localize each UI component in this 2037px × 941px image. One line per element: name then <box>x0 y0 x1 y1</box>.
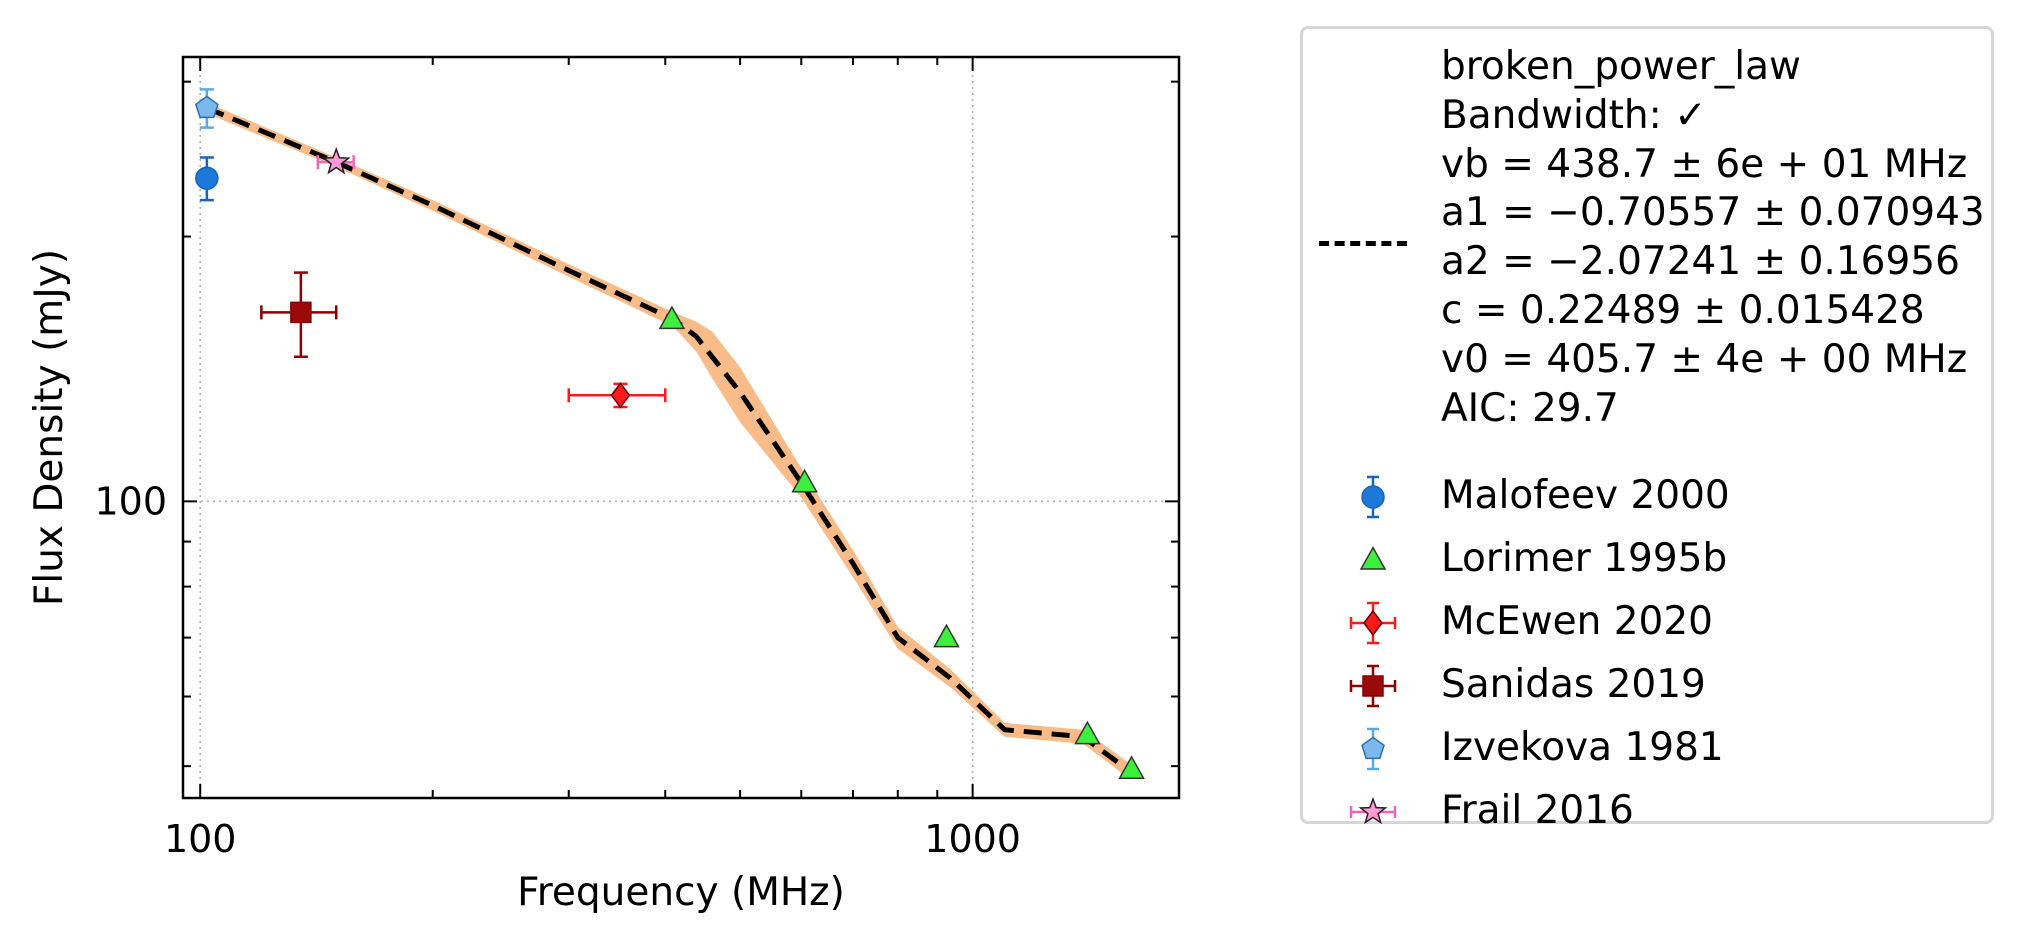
legend-item: Sanidas 2019 <box>1303 656 1993 716</box>
legend-marker <box>1361 727 1385 771</box>
y-tick-label: 100 <box>94 479 167 523</box>
data-point <box>610 382 631 409</box>
legend-marker <box>1349 601 1397 645</box>
legend-marker-shape <box>1362 675 1384 697</box>
x-tick-label: 1000 <box>924 817 1021 861</box>
series-lorimer-1995b <box>658 305 1145 779</box>
legend-fit-label-line: a1 = −0.70557 ± 0.070943 <box>1441 190 1985 236</box>
series-mcewen-2020 <box>567 382 667 409</box>
legend-marker-shape <box>1361 485 1385 509</box>
legend-item: Frail 2016 <box>1303 782 1993 842</box>
legend-item-label: Malofeev 2000 <box>1441 473 1730 518</box>
legend-marker <box>1359 546 1387 570</box>
grid-lines <box>183 57 1179 798</box>
legend-marker-shape <box>1361 736 1385 760</box>
fit-uncertainty-band <box>206 102 1129 778</box>
x-axis-label: Frequency (MHz) <box>517 870 845 915</box>
legend-item: McEwen 2020 <box>1303 593 1993 653</box>
legend-marker-shape <box>1358 796 1388 825</box>
legend-item-label: Sanidas 2019 <box>1441 662 1706 707</box>
legend-item: Malofeev 2000 <box>1303 467 1993 527</box>
legend-item-label: McEwen 2020 <box>1441 599 1713 644</box>
fit-curve <box>205 105 1130 772</box>
legend-item: Lorimer 1995b <box>1303 530 1993 590</box>
legend: broken_power_law Bandwidth: ✓ vb = 438.7 ±… <box>1300 26 1994 833</box>
legend-item-label: Izvekova 1981 <box>1441 725 1724 770</box>
fit-line <box>205 105 1130 772</box>
data-point <box>1074 720 1101 745</box>
legend-fit-label-line: a2 = −2.07241 ± 0.16956 <box>1441 239 1960 285</box>
legend-fit-label-line: Bandwidth: ✓ <box>1441 92 1707 138</box>
data-point <box>791 468 818 493</box>
x-tick-label: 100 <box>164 817 237 861</box>
data-point <box>658 305 686 330</box>
legend-fit-label-line: vb = 438.7 ± 6e + 01 MHz <box>1441 141 1968 187</box>
y-axis-label: Flux Density (mJy) <box>27 249 72 606</box>
data-point <box>933 623 960 648</box>
legend-fit-line-sample <box>1319 241 1407 246</box>
series-frail-2016 <box>316 146 355 175</box>
legend-fit-label-line: c = 0.22489 ± 0.015428 <box>1441 287 1925 333</box>
plot-frame <box>181 55 1181 800</box>
legend-marker-shape <box>1359 546 1387 570</box>
legend-marker <box>1349 664 1397 708</box>
fit-band <box>206 102 1129 778</box>
series-malofeev-2000 <box>195 156 219 202</box>
axis-labels: 100 1000 100 Frequency (MHz) Flux Density (m… <box>27 249 1021 915</box>
axes <box>181 55 1181 800</box>
legend-fit-label-line: v0 = 405.7 ± 4e + 00 MHz <box>1441 336 1968 382</box>
series-izvekova-1981 <box>194 88 219 129</box>
legend-fit-label: broken_power_law Bandwidth: ✓ vb = 438.7 ±… <box>1441 43 1985 433</box>
legend-marker-shape <box>1363 609 1383 637</box>
legend-item-label: Lorimer 1995b <box>1441 536 1728 581</box>
data-point <box>321 146 351 175</box>
legend-fit-label-line: AIC: 29.7 <box>1441 385 1619 431</box>
data-point <box>194 95 219 119</box>
legend-item-label: Frail 2016 <box>1441 788 1634 833</box>
data-point <box>290 301 312 324</box>
legend-fit-label-line: broken_power_law <box>1441 44 1801 89</box>
legend-marker <box>1349 796 1397 825</box>
data-point <box>1118 755 1145 779</box>
legend-marker <box>1361 475 1385 519</box>
legend-item: Izvekova 1981 <box>1303 719 1993 779</box>
series-sanidas-2019 <box>260 271 338 359</box>
data-point <box>195 166 219 190</box>
data-points <box>194 88 1145 779</box>
